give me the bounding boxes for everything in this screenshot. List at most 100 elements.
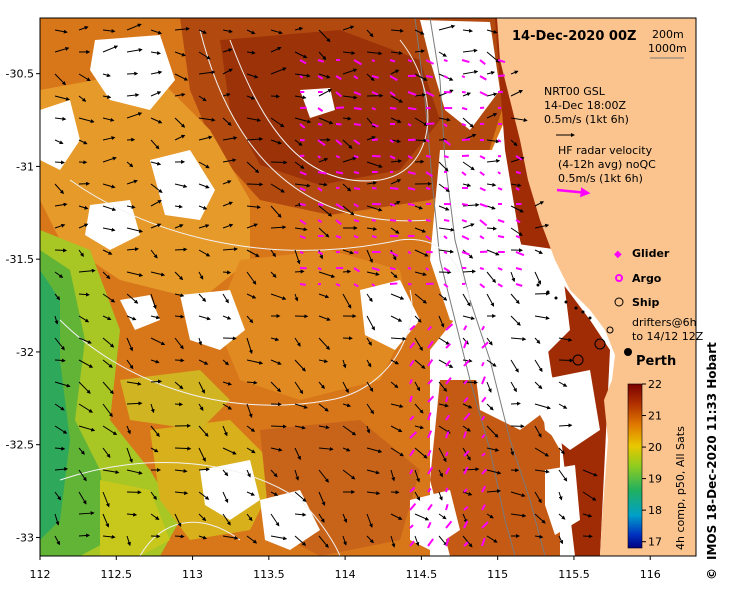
model-arrow [150,200,162,207]
copyright-mark: © [705,568,719,580]
model-arrow [270,447,283,452]
radar-arrow [481,485,487,493]
model-arrow [486,205,496,210]
x-tick-label: 115.5 [558,568,590,581]
radar-arrow [317,59,325,63]
radar-arrow [389,251,399,257]
model-arrow [366,403,374,415]
model-arrow [246,137,264,142]
model-arrow [342,50,356,55]
model-arrow [438,205,450,211]
model-arrow [222,180,232,185]
model-arrow [54,491,62,501]
radar-arrow [389,267,396,271]
model-arrow [438,249,455,254]
model-arrow [510,336,527,341]
model-arrow [486,139,500,144]
model-arrow [318,51,327,61]
model-arrow [222,535,239,540]
radar-arrow [353,251,359,254]
x-tick-label: 113.5 [253,568,285,581]
model-arrow [54,29,68,34]
model-arrow [390,28,404,33]
model-arrow [54,535,60,546]
model-arrow [438,447,447,463]
radar-arrow [427,340,434,349]
model-arrow [510,401,521,406]
model-arrow [366,271,380,276]
contour-1000m-label: 1000m [648,42,687,55]
model-arrow [150,91,162,97]
radar-legend-line3: 0.5m/s (1kt 6h) [558,172,643,185]
model-arrow [414,49,426,54]
radar-arrow [407,59,413,63]
model-arrow [366,51,383,56]
model-arrow [462,69,479,75]
model-arrow [390,469,396,482]
radar-arrow [425,59,435,65]
model-arrow [174,513,182,528]
radar-arrow [515,251,525,257]
model-arrow [462,161,475,171]
model-arrow [510,513,527,518]
model-arrow [342,469,356,480]
model-arrow [366,469,380,475]
x-tick-label: 115 [487,568,508,581]
radar-arrow [425,171,434,178]
drifters-label-line2: to 14/12 12Z [632,330,704,343]
model-velocity-arrows [54,23,598,548]
model-arrow [510,139,518,147]
model-arrow [486,337,493,346]
model-arrow [366,359,372,368]
radar-arrow [445,503,449,511]
model-arrow [246,359,264,365]
radar-arrow [299,123,306,129]
model-arrow [510,70,519,75]
model-arrow [414,315,422,323]
radar-arrow [443,155,449,159]
x-tick-label: 116 [640,568,661,581]
model-arrow [150,139,160,150]
model-arrow [486,92,498,97]
radar-arrow [409,502,417,511]
radar-arrow [353,59,362,66]
model-arrow [150,425,160,437]
model-arrow [534,403,551,410]
model-arrow [438,337,450,345]
model-arrow [558,513,566,520]
model-arrow [390,315,403,322]
credit-text: IMOS 18-Dec-2020 11:33 Hobart [705,342,719,560]
model-arrow [414,271,427,277]
radar-arrow [481,325,486,331]
model-arrow [414,535,420,547]
model-arrow [462,183,472,188]
model-arrow [318,205,333,217]
model-arrow [294,26,304,31]
model-arrow [78,117,95,124]
radar-arrow [497,219,505,223]
radar-arrow [445,520,453,529]
model-arrow [366,293,373,303]
model-arrow [150,315,161,320]
model-arrow [102,381,114,395]
model-arrow [510,315,521,326]
radar-arrow [461,107,468,111]
model-arrow [198,95,207,102]
radar-arrow [335,219,342,226]
radar-arrow [461,138,471,141]
model-arrow [486,403,494,411]
radar-arrow [461,123,467,127]
model-arrow [246,249,260,257]
model-arrow [246,29,256,35]
model-arrow [318,89,333,97]
radar-arrow [371,235,377,239]
model-arrow [462,535,473,548]
radar-arrow [463,431,467,439]
model-arrow [414,249,429,257]
model-arrow [366,136,376,141]
model-arrow [390,513,403,520]
radar-arrow [497,171,502,175]
model-arrow [198,205,208,210]
radar-arrow [479,283,486,289]
